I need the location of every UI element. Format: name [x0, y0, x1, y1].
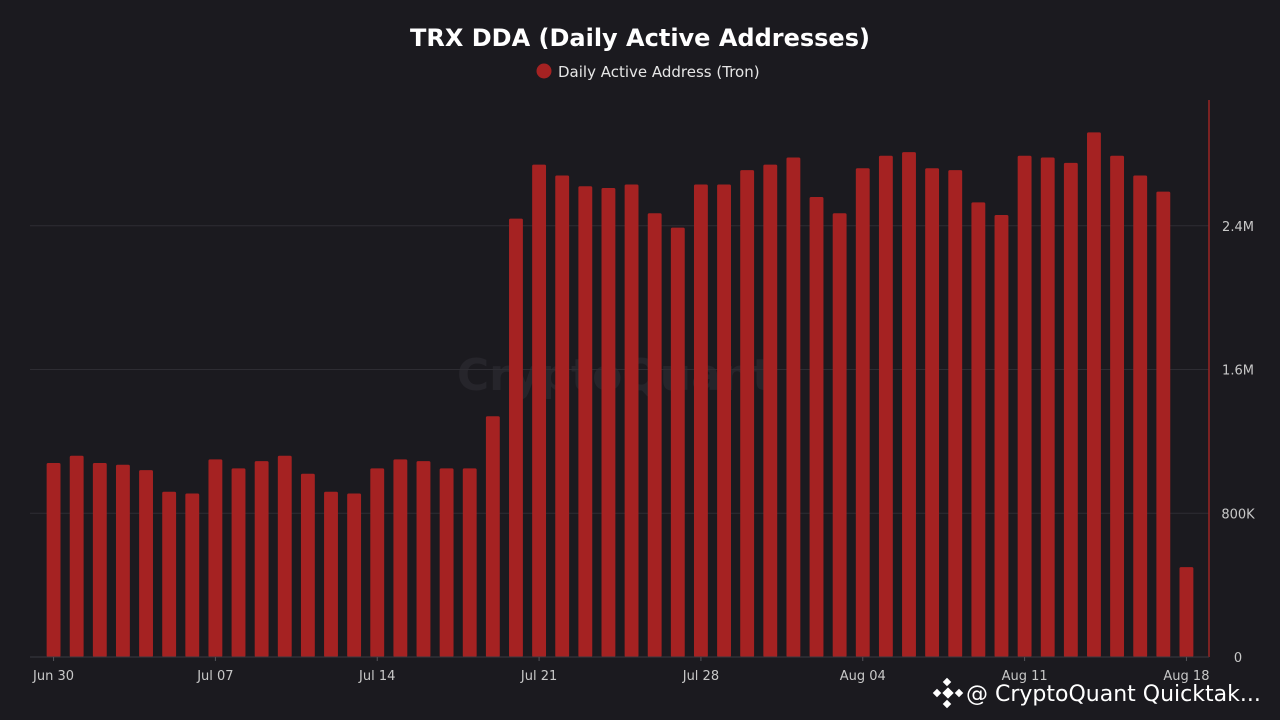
- bar[interactable]: [763, 164, 778, 657]
- bar[interactable]: [740, 170, 755, 657]
- bar[interactable]: [254, 461, 269, 657]
- legend-marker: [536, 63, 552, 79]
- bar[interactable]: [1110, 155, 1125, 657]
- legend[interactable]: Daily Active Address (Tron): [536, 63, 760, 81]
- bar[interactable]: [532, 164, 547, 657]
- bar[interactable]: [509, 218, 523, 657]
- bar[interactable]: [1133, 175, 1148, 657]
- bar[interactable]: [277, 455, 292, 657]
- bar[interactable]: [347, 493, 362, 657]
- bars: [46, 132, 1194, 658]
- bar[interactable]: [69, 455, 84, 657]
- bar[interactable]: [370, 468, 385, 657]
- x-tick-label: Jul 28: [682, 669, 719, 684]
- chart-title: TRX DDA (Daily Active Addresses): [410, 24, 870, 52]
- x-tick-label: Jul 21: [520, 669, 557, 684]
- bar[interactable]: [92, 462, 107, 657]
- bar[interactable]: [717, 184, 731, 658]
- bar[interactable]: [1087, 132, 1101, 658]
- bar[interactable]: [693, 184, 708, 658]
- bar[interactable]: [578, 186, 593, 657]
- bar[interactable]: [855, 168, 870, 658]
- credit-text: @ CryptoQuant Quicktak...: [966, 682, 1261, 707]
- y-axis-ticks: 0 800K 1.6M 2.4M: [1221, 220, 1255, 666]
- bar[interactable]: [809, 197, 824, 657]
- bar[interactable]: [624, 184, 639, 658]
- bar[interactable]: [208, 459, 223, 657]
- y-tick-label: 1.6M: [1222, 364, 1254, 379]
- credit-badge: @ CryptoQuant Quicktak...: [932, 677, 1261, 709]
- y-tick-label: 2.4M: [1222, 220, 1254, 235]
- bar[interactable]: [139, 470, 153, 657]
- bar[interactable]: [670, 227, 685, 657]
- bar[interactable]: [601, 188, 616, 657]
- bar[interactable]: [393, 459, 408, 657]
- x-tick-label: Aug 11: [1002, 669, 1048, 684]
- bar[interactable]: [162, 491, 177, 657]
- gridlines: [30, 225, 1209, 514]
- x-tick-label: Aug 04: [840, 669, 886, 684]
- y-tick-label: 0: [1234, 651, 1242, 666]
- bar[interactable]: [878, 155, 893, 657]
- bar[interactable]: [115, 464, 130, 657]
- y-tick-label: 800K: [1221, 507, 1255, 522]
- bar[interactable]: [300, 473, 315, 657]
- x-tick-label: Aug 18: [1163, 669, 1209, 684]
- bar[interactable]: [324, 491, 338, 657]
- bar[interactable]: [185, 493, 200, 657]
- bar[interactable]: [902, 152, 916, 657]
- bar[interactable]: [462, 468, 477, 657]
- bar[interactable]: [1063, 162, 1078, 658]
- bar[interactable]: [439, 468, 454, 657]
- x-axis-ticks: Jun 30 Jul 07 Jul 14 Jul 21 Jul 28 Aug 04 Aug …: [32, 657, 1209, 684]
- bar[interactable]: [1156, 191, 1171, 657]
- bar[interactable]: [1179, 567, 1194, 657]
- bar[interactable]: [231, 468, 246, 657]
- bar[interactable]: [555, 175, 570, 657]
- bar[interactable]: [948, 170, 963, 657]
- binance-logo-icon: [932, 677, 964, 709]
- bar[interactable]: [786, 157, 801, 658]
- bar[interactable]: [416, 461, 431, 657]
- bar[interactable]: [46, 462, 61, 657]
- bar[interactable]: [647, 213, 662, 657]
- legend-label: Daily Active Address (Tron): [558, 63, 760, 81]
- x-tick-label: Jun 30: [32, 669, 74, 684]
- bar[interactable]: [994, 214, 1009, 658]
- bar[interactable]: [1017, 155, 1032, 657]
- bar[interactable]: [925, 168, 940, 658]
- bar[interactable]: [832, 213, 847, 657]
- x-tick-label: Jul 07: [196, 669, 233, 684]
- bar[interactable]: [971, 202, 986, 657]
- bar[interactable]: [485, 416, 500, 657]
- bar[interactable]: [1040, 157, 1055, 658]
- x-tick-label: Jul 14: [358, 669, 395, 684]
